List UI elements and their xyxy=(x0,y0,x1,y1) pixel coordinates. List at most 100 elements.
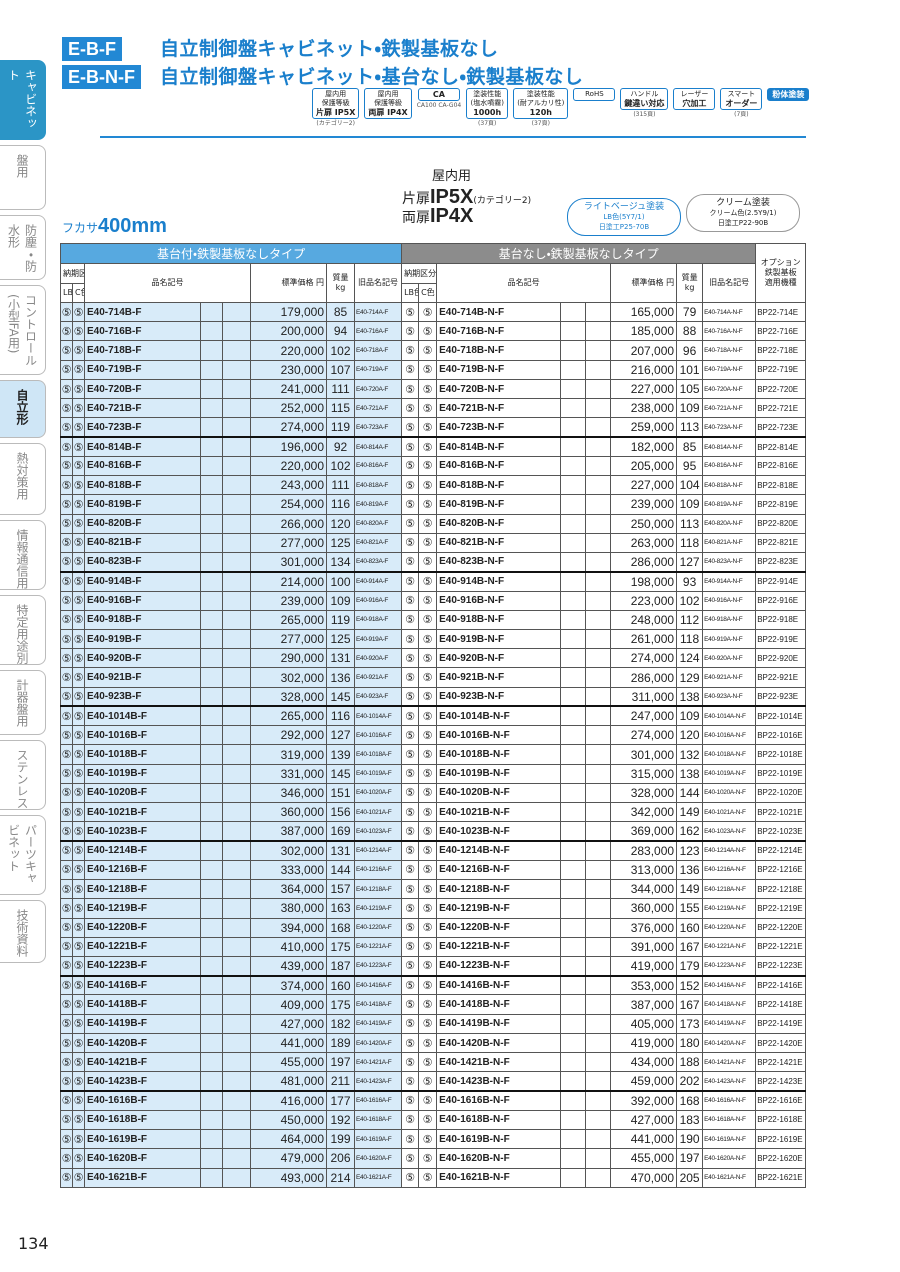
blank-cell xyxy=(585,994,612,1015)
sidebar-tab[interactable]: 熱対策用 xyxy=(0,443,46,515)
blank-cell xyxy=(585,974,612,996)
blank-cell xyxy=(585,475,612,496)
table-cell: E40-816B-N-F xyxy=(436,455,562,477)
blank-cell xyxy=(585,552,612,573)
table-cell: ⑤ xyxy=(418,859,438,881)
table-cell: BP22-1219E xyxy=(755,898,807,919)
blank-cell xyxy=(222,340,251,361)
table-cell: ⑤ xyxy=(401,1129,420,1150)
table-cell: ⑤ xyxy=(72,802,85,823)
sidebar-tab[interactable]: 盤用 xyxy=(0,145,46,210)
blank-cell xyxy=(560,1109,587,1131)
door: 片扉 xyxy=(402,191,430,207)
badge-main: 1000h xyxy=(473,108,502,117)
table-cell: ⑤ xyxy=(401,359,420,380)
table-cell: E40-716B-N-F xyxy=(436,321,562,342)
sidebar-tab[interactable]: コントロール(小型FA用) xyxy=(0,285,46,375)
table-cell: ⑤ xyxy=(418,936,438,957)
option-line: 鉄製基板 xyxy=(764,268,797,277)
table-cell: ⑤ xyxy=(418,532,438,554)
blank-cell xyxy=(200,378,223,400)
blank-cell xyxy=(200,475,223,496)
table-cell: BP22-921E xyxy=(755,667,807,688)
table-cell: BP22-716E xyxy=(755,321,807,342)
table-cell: 127 xyxy=(326,725,355,746)
badge-note: (37頁) xyxy=(531,120,550,127)
table-cell: 331,000 xyxy=(250,763,327,784)
table-cell: 105 xyxy=(676,378,704,400)
color-code: クリーム色(2.5Y9/1) xyxy=(709,209,777,217)
sidebar-tab[interactable]: パーツキャビネット xyxy=(0,815,46,895)
table-cell: 292,000 xyxy=(250,725,327,746)
table-cell: 360,000 xyxy=(250,802,327,823)
badge-note: (7頁) xyxy=(734,111,749,118)
table-cell: E40-1219B-F xyxy=(84,898,201,919)
table-cell: BP22-1419E xyxy=(755,1013,807,1034)
table-cell: ⑤ xyxy=(418,1109,438,1131)
table-cell: ⑤ xyxy=(60,570,73,592)
table-cell: ⑤ xyxy=(60,667,73,688)
blank-cell xyxy=(200,398,223,419)
table-cell: E40-1016A-F xyxy=(353,725,403,746)
table-cell: ⑤ xyxy=(72,609,85,630)
sidebar-tab[interactable]: 防塵・防水形 xyxy=(0,215,46,280)
blank-cell xyxy=(585,378,612,400)
table-cell: 118 xyxy=(676,532,704,554)
table-cell: ⑤ xyxy=(72,879,85,900)
table-cell: E40-718B-N-F xyxy=(436,340,562,361)
blank-cell xyxy=(200,1148,223,1169)
badge-top: スマート xyxy=(727,90,756,98)
blank-cell xyxy=(560,917,587,938)
table-cell: ⑤ xyxy=(401,494,420,515)
table-cell: E40-919A-N-F xyxy=(702,628,757,650)
table-cell: 163 xyxy=(326,898,355,919)
table-cell: E40-1020B-N-F xyxy=(436,782,562,804)
blank-cell xyxy=(560,859,587,881)
table-cell: ⑤ xyxy=(401,475,420,496)
table-cell: ⑤ xyxy=(401,1071,420,1092)
table-cell: 177 xyxy=(326,1090,355,1111)
blank-cell xyxy=(560,879,587,900)
table-cell: E40-719A-N-F xyxy=(702,359,757,380)
sidebar-tab[interactable]: キャビネット xyxy=(0,60,46,140)
table-cell: ⑤ xyxy=(418,513,438,534)
blank-cell xyxy=(560,955,587,977)
table-cell: 387,000 xyxy=(250,821,327,842)
table-cell: ⑤ xyxy=(418,378,438,400)
table-row: ⑤ ⑤ E40-921B-F 302,000 136 E40-921A-F ⑤ ⑤ E40-92… xyxy=(60,667,807,688)
sidebar-tab[interactable]: 自立形 xyxy=(0,380,46,438)
table-cell: 182 xyxy=(326,1013,355,1034)
blank-cell xyxy=(222,744,251,765)
blank-cell xyxy=(585,1148,612,1169)
table-cell: E40-923A-F xyxy=(353,686,403,707)
badge-mid: (耐アルカリ性) xyxy=(517,99,565,107)
sidebar-tab[interactable]: 技術資料 xyxy=(0,900,46,963)
table-cell: ⑤ xyxy=(72,398,85,419)
table-cell: E40-714A-F xyxy=(353,301,403,323)
table-cell: E40-719B-F xyxy=(84,359,201,380)
table-cell: 241,000 xyxy=(250,378,327,400)
blank-cell xyxy=(585,301,612,323)
sidebar-tab[interactable]: 特定用途別 xyxy=(0,595,46,665)
color-option: クリーム塗装 クリーム色(2.5Y9/1) 日塗工P22-90B xyxy=(686,194,800,232)
badge: CA CA100 CA-G04 xyxy=(417,88,461,110)
table-cell: 214 xyxy=(326,1167,355,1188)
table-cell: ⑤ xyxy=(72,763,85,784)
sidebar-tab[interactable]: ステンレス xyxy=(0,740,46,810)
blank-cell xyxy=(222,321,251,342)
blank-cell xyxy=(222,725,251,746)
table-cell: 319,000 xyxy=(250,744,327,765)
blank-cell xyxy=(585,725,612,746)
table-cell: 93 xyxy=(676,570,704,592)
sidebar-tab[interactable]: 計器盤用 xyxy=(0,670,46,735)
table-cell: E40-819B-N-F xyxy=(436,494,562,515)
table-cell: ⑤ xyxy=(72,301,85,323)
table-cell: 109 xyxy=(676,398,704,419)
blank-cell xyxy=(560,648,587,669)
table-cell: E40-1019B-F xyxy=(84,763,201,784)
table-cell: 344,000 xyxy=(610,879,678,900)
blank-cell xyxy=(585,667,612,688)
table-cell: ⑤ xyxy=(60,1109,73,1131)
sidebar-tab[interactable]: 情報通信用 xyxy=(0,520,46,590)
blank-cell xyxy=(560,1013,587,1034)
